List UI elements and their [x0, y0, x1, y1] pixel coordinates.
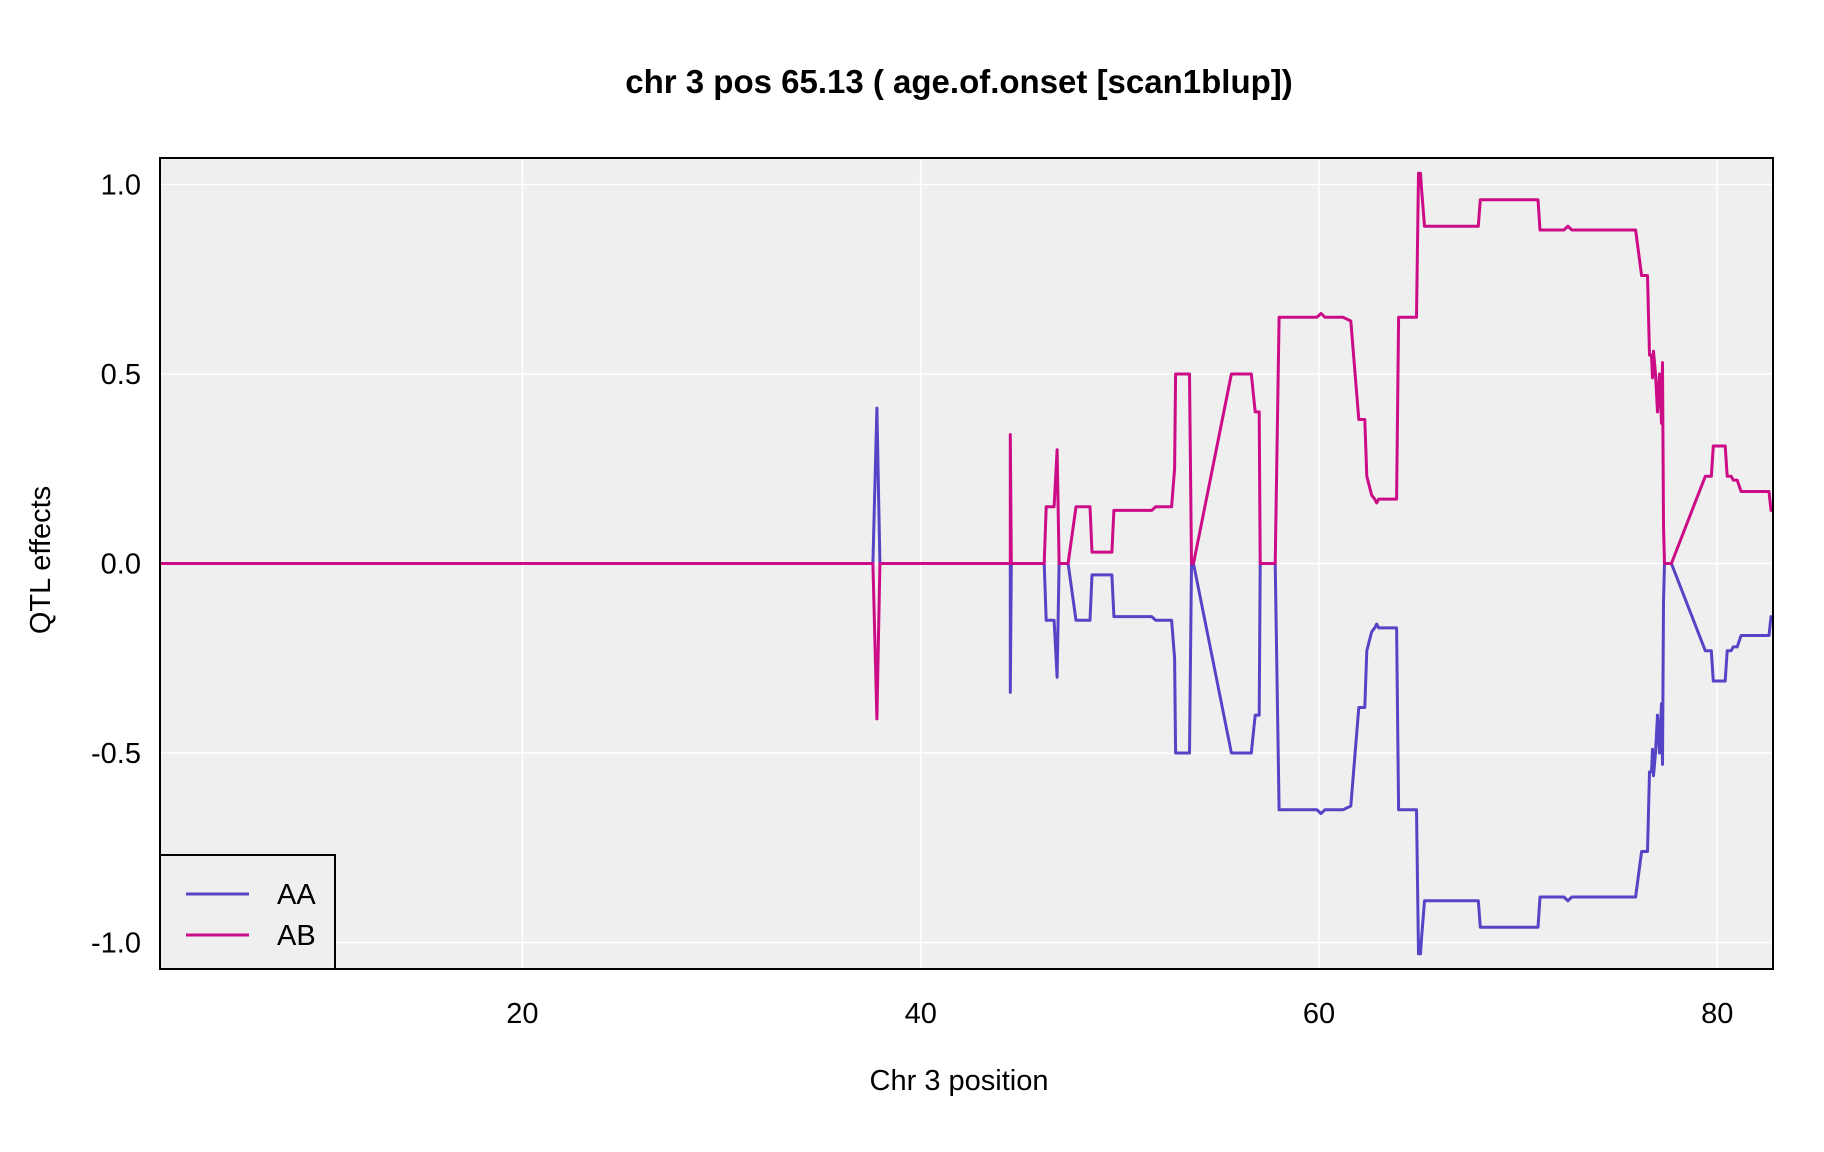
legend-label-aa: AA	[277, 879, 316, 911]
legend: AA AB	[159, 854, 336, 970]
y-tick-label: 0.5	[101, 359, 141, 391]
y-tick-label: -1.0	[91, 927, 141, 959]
x-tick-label: 60	[1303, 998, 1335, 1030]
legend-box	[159, 854, 336, 970]
plot-frame	[159, 157, 1774, 970]
y-tick-label: -0.5	[91, 738, 141, 770]
y-tick-label: 1.0	[101, 170, 141, 202]
series-line-aa	[160, 406, 1773, 956]
legend-label-ab: AB	[277, 920, 316, 952]
y-tick-label: 0.0	[101, 549, 141, 581]
chart-title: chr 3 pos 65.13 ( age.of.onset [scan1blu…	[625, 63, 1293, 100]
x-tick-label: 80	[1701, 998, 1733, 1030]
y-axis-ticks: -1.0 -0.5 0.0 0.5 1.0	[91, 170, 141, 960]
series-layer	[160, 171, 1773, 956]
y-axis-label: QTL effects	[25, 486, 57, 634]
series-line-ab	[160, 171, 1773, 721]
x-tick-label: 20	[506, 998, 538, 1030]
x-axis-label: Chr 3 position	[870, 1065, 1049, 1097]
x-axis-ticks: 20 40 60 80	[506, 998, 1733, 1030]
x-tick-label: 40	[905, 998, 937, 1030]
